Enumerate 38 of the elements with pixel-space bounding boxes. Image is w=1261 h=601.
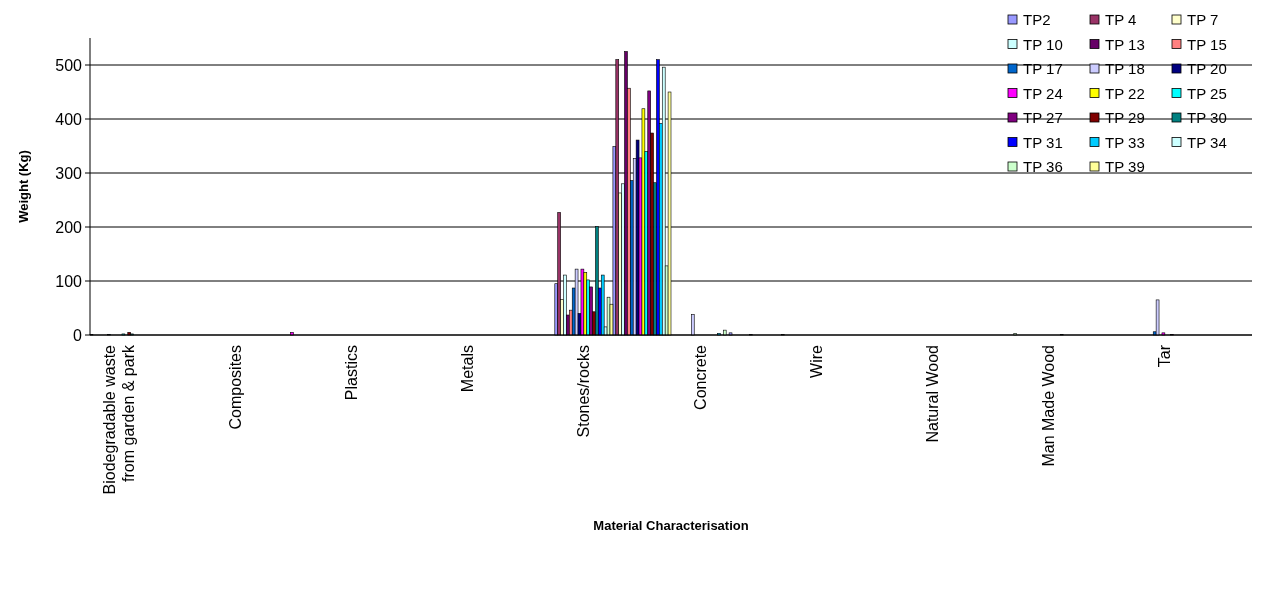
x-axis-title: Material Characterisation [593, 518, 749, 534]
x-tick-label: Man Made Wood [1040, 345, 1058, 467]
legend-label: TP 33 [1105, 133, 1145, 151]
legend-label: TP 22 [1105, 84, 1145, 102]
y-tick-label: 200 [55, 218, 83, 236]
y-axis-title: Weight (Kg) [16, 150, 31, 223]
x-tick-label: Concrete [691, 344, 709, 410]
x-tick-label: Biodegradable waste from garden & park [101, 344, 138, 495]
legend-label: TP 7 [1187, 11, 1219, 29]
legend-label: TP 34 [1187, 133, 1227, 151]
y-tick-label: 500 [55, 56, 83, 74]
legend-label: TP 15 [1187, 35, 1227, 53]
x-tick-label: Stones/rocks [575, 345, 593, 438]
y-tick-label: 300 [55, 164, 83, 182]
legend-label: TP 27 [1023, 109, 1063, 127]
legend-label: TP 20 [1187, 60, 1227, 78]
y-tick-label: 100 [55, 272, 83, 290]
x-tick-label: Wire [807, 344, 825, 378]
legend-label: TP2 [1023, 11, 1051, 29]
x-tick-label: Metals [459, 345, 477, 393]
legend-label: TP 4 [1105, 11, 1137, 29]
legend-label: TP 10 [1023, 35, 1063, 53]
x-tick-label: Natural Wood [924, 345, 942, 443]
legend-label: TP 36 [1023, 158, 1063, 176]
x-tick-label: Plastics [343, 345, 361, 401]
x-tick-label: Composites [226, 345, 244, 430]
legend-label: TP 31 [1023, 133, 1063, 151]
legend-label: TP 25 [1187, 84, 1227, 102]
legend-label: TP 17 [1023, 60, 1063, 78]
legend-label: TP 24 [1023, 84, 1063, 102]
legend-label: TP 18 [1105, 60, 1145, 78]
legend-label: TP 30 [1187, 109, 1227, 127]
y-tick-label: 400 [55, 110, 83, 128]
x-tick-label: Tar [1156, 344, 1174, 368]
legend-label: TP 29 [1105, 109, 1145, 127]
y-tick-label: 0 [73, 326, 83, 344]
legend-label: TP 39 [1105, 158, 1145, 176]
legend-label: TP 13 [1105, 35, 1145, 53]
